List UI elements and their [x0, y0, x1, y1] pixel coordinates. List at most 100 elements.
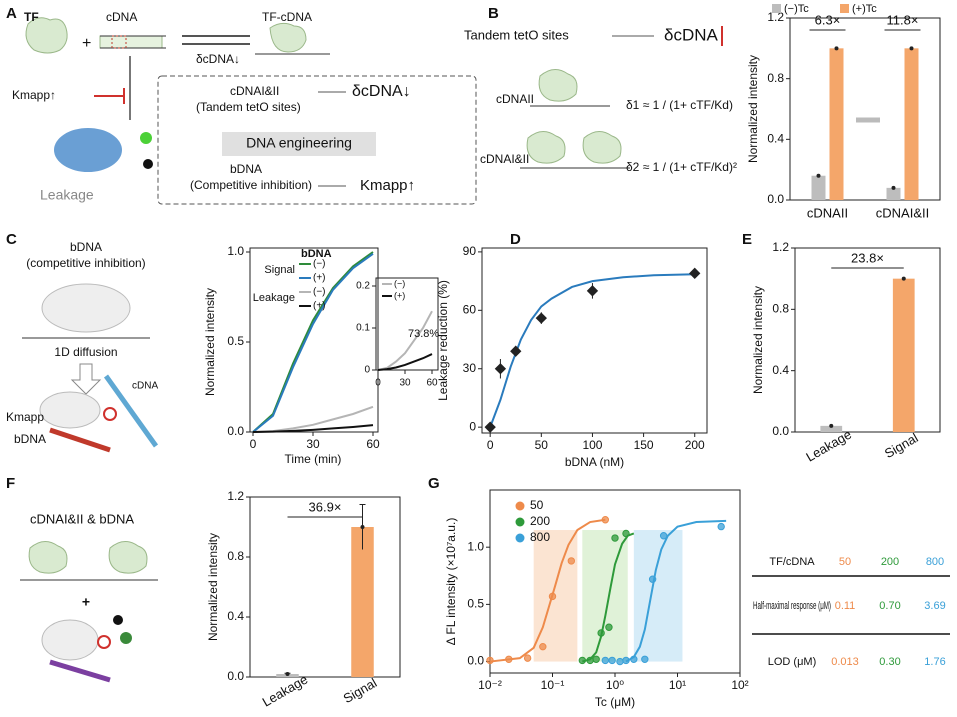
dna [99, 35, 166, 49]
plot-frame [249, 247, 379, 433]
y-axis-label: Leakage reduction (%) [436, 280, 450, 401]
label: δcDNA [664, 25, 719, 44]
y-tick-label: 1.2 [227, 489, 244, 503]
x-tick-label: 10¹ [669, 678, 686, 692]
tf-protein [538, 69, 578, 102]
inset-line [377, 310, 433, 371]
label: cDNAI&II & bDNA [30, 511, 134, 526]
point [592, 655, 600, 663]
label: (Competitive inhibition) [190, 178, 312, 192]
box [222, 132, 376, 156]
x-tick-label: 60 [366, 437, 380, 451]
annotation: 36.9× [309, 499, 342, 514]
y-axis-label: Normalized intensity [203, 288, 217, 396]
tf-protein [41, 283, 131, 333]
tf-protein [269, 22, 307, 53]
legend-label: (−) [313, 259, 326, 270]
label: δcDNA↓ [196, 52, 240, 66]
point [505, 655, 513, 663]
inset-line [377, 353, 433, 371]
x-axis-label: bDNA (nM) [565, 455, 624, 469]
y-tick-label: 0.0 [227, 669, 244, 683]
y-tick-label: 0.0 [227, 424, 244, 438]
point [630, 655, 638, 663]
point [597, 629, 605, 637]
legend-label: 50 [530, 498, 544, 512]
plot-frame [794, 247, 941, 433]
table-cell: 3.69 [924, 600, 945, 612]
x-tick-label: 60 [426, 378, 438, 389]
panel-label: B [488, 5, 499, 22]
label: Kmapp [6, 410, 44, 424]
panel-a: TF + cDNA δcDNA↓ TF-cDNA Kmapp↑ Leakage … [12, 10, 477, 205]
panel-label: F [6, 475, 15, 492]
y-axis-label: Normalized intensity [751, 286, 765, 394]
annotation: 11.8× [887, 12, 919, 27]
y-tick-label: 0.4 [772, 363, 789, 377]
tf-protein [108, 541, 148, 574]
point [567, 557, 576, 565]
label: δcDNA↓ [352, 83, 411, 100]
table-cell: Half-maximal response (μM) [753, 600, 831, 612]
bar [886, 187, 901, 200]
box [157, 75, 477, 205]
panel-label: G [428, 475, 440, 492]
x-tick-label: 100 [582, 438, 602, 452]
inhibit [97, 635, 111, 649]
point [909, 46, 914, 51]
legend-swatch [515, 517, 525, 527]
bar [829, 48, 844, 201]
y-tick-label: 0.0 [467, 654, 484, 668]
y-tick-label: 0 [364, 365, 370, 376]
legend-group: Leakage [253, 292, 295, 304]
label: DNA engineering [246, 135, 352, 151]
point [494, 363, 507, 375]
x-tick-label: 10⁻² [478, 678, 502, 692]
table-header: TF/cDNA [769, 556, 815, 568]
table-cell: 0.70 [879, 600, 900, 612]
label: Tandem tetO sites [464, 27, 569, 42]
formula: δ1 ≈ 1 / (1+ cTF/Kd) [626, 98, 733, 112]
point [717, 522, 725, 531]
table-cell: 1.76 [924, 656, 945, 668]
fit-curve [582, 532, 635, 663]
label: cDNAI&II [480, 152, 529, 166]
label: bDNA [14, 432, 46, 446]
x-axis-label: Time (min) [285, 452, 342, 466]
table-header: 50 [839, 556, 851, 568]
fit-curve [489, 273, 695, 428]
point [901, 276, 906, 281]
point [829, 423, 834, 428]
tf-protein [28, 541, 68, 574]
point [510, 345, 522, 357]
line [252, 424, 374, 433]
annotation: 23.8× [851, 250, 884, 265]
plot-frame [481, 247, 708, 434]
fit-curve [489, 518, 606, 663]
point [586, 656, 594, 665]
panel-c: bDNA (competitive inhibition) 1D diffusi… [6, 240, 159, 453]
y-tick-label: 0.0 [767, 192, 784, 206]
y-axis-label: Δ FL intensity (×10⁷a.u.) [444, 518, 458, 646]
legend-swatch [840, 4, 849, 13]
x-tick-label: 150 [634, 438, 654, 452]
panel-label: A [6, 5, 17, 22]
dna [49, 427, 111, 453]
panel-b: Tandem tetO sites δcDNA cDNAII δ1 ≈ 1 / … [464, 25, 880, 174]
x-tick-label: Signal [341, 675, 380, 706]
point [586, 285, 599, 297]
y-tick-label: 0 [469, 419, 476, 433]
x-tick-label: 0 [487, 438, 494, 452]
point [689, 267, 701, 279]
label: Kmapp↑ [12, 88, 56, 102]
panel-label: D [510, 231, 521, 248]
point [608, 656, 616, 665]
label: cDNA [106, 10, 137, 24]
y-tick-label: 1.0 [467, 539, 484, 553]
x-tick-label: 10⁻¹ [541, 678, 565, 692]
point [605, 623, 613, 631]
legend-label: (+) [313, 301, 326, 312]
dna [103, 374, 159, 448]
legend-label: (−)Tc [784, 3, 809, 15]
y-tick-label: 1.2 [772, 240, 789, 254]
